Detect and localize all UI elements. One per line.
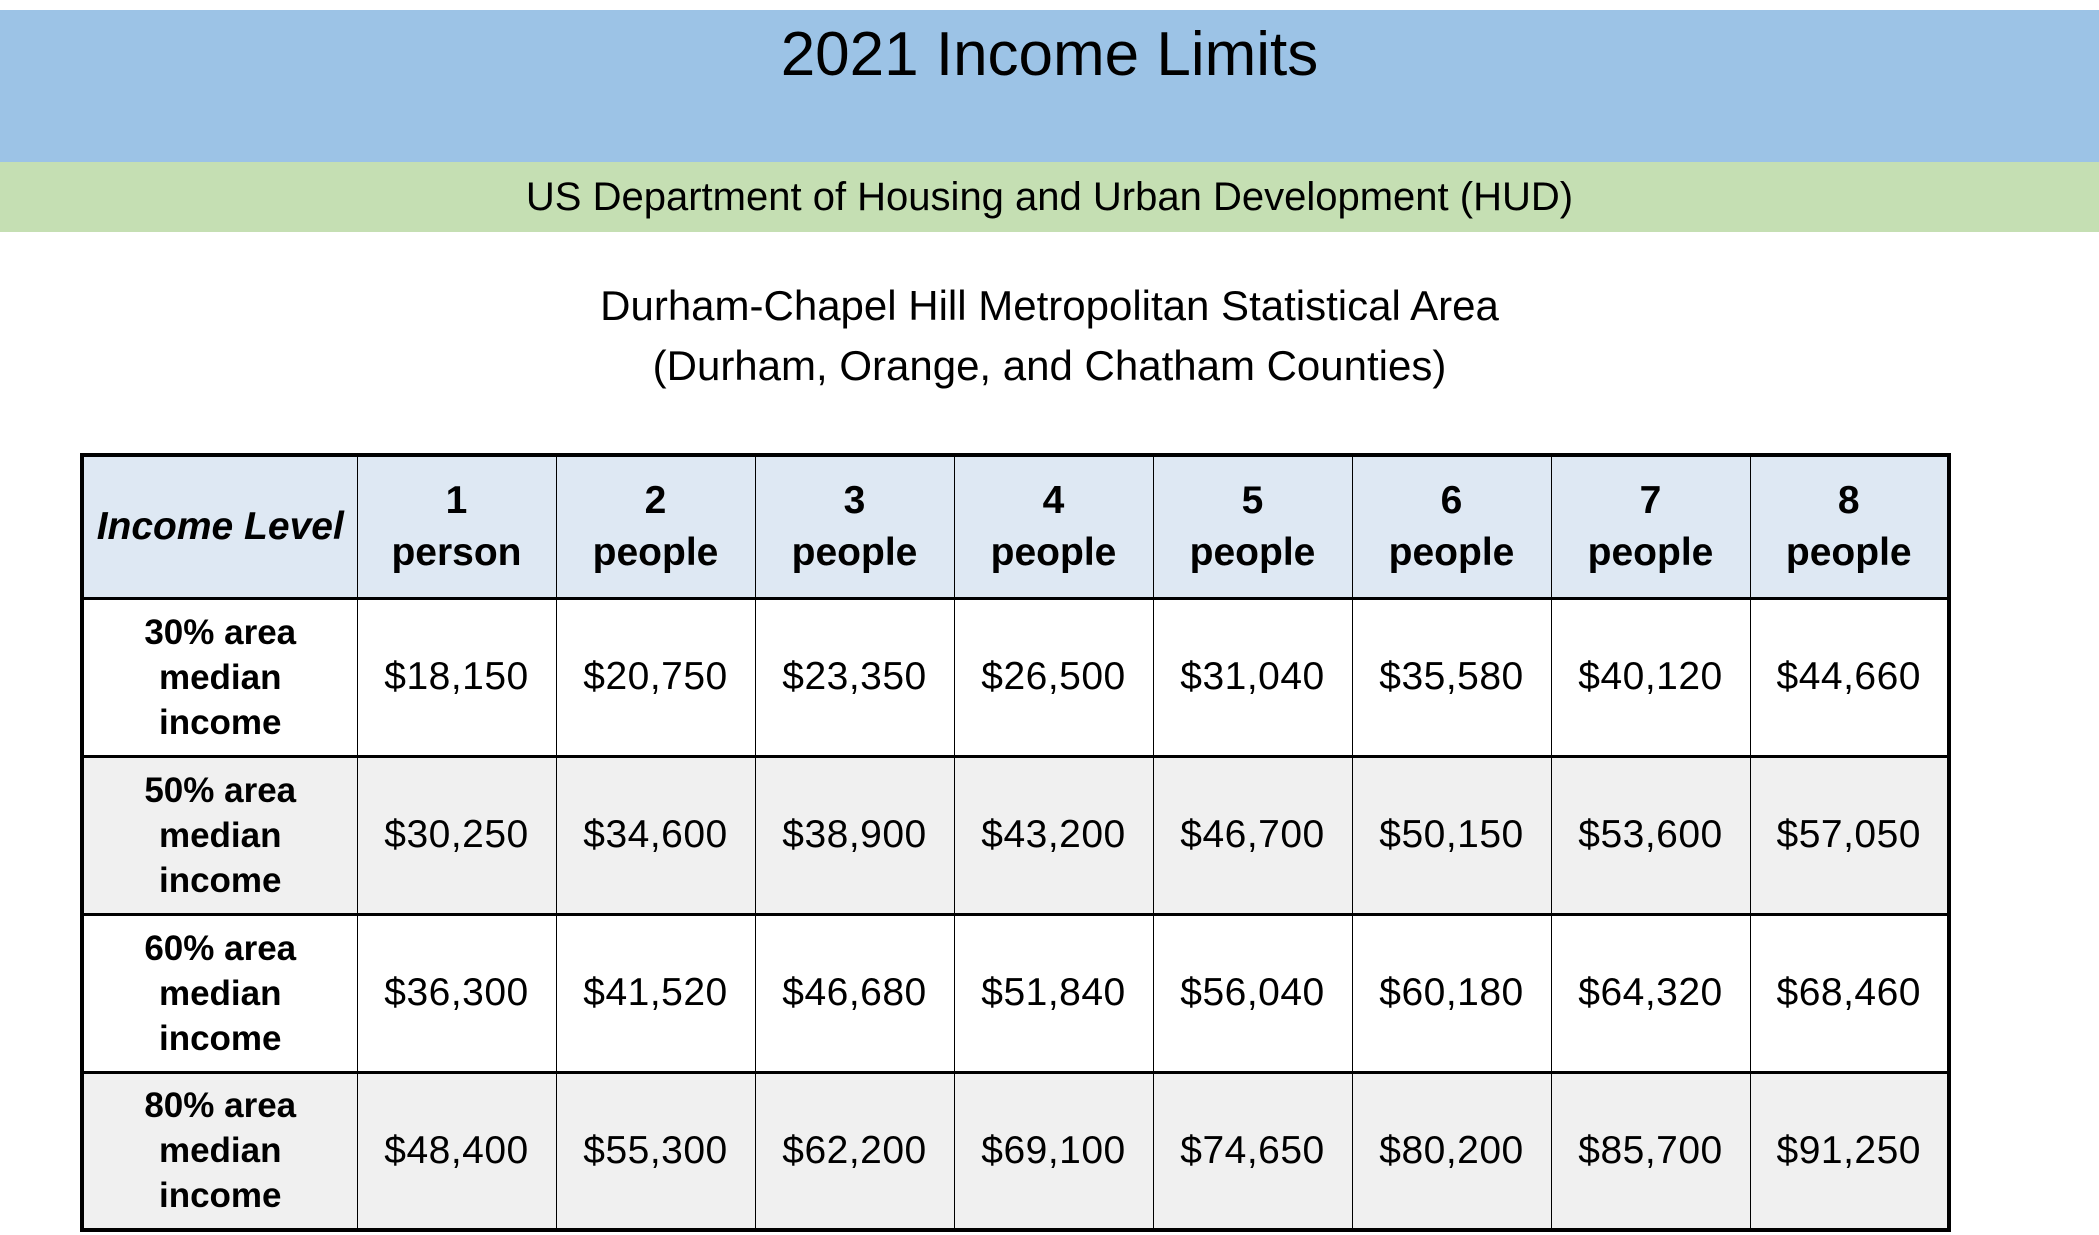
- column-header-2-people: 2 people: [555, 455, 756, 600]
- income-value-cell: $34,600: [555, 754, 756, 914]
- page-title: 2021 Income Limits: [780, 20, 1319, 89]
- table-row: 50% area median income $30,250 $34,600 $38,…: [81, 754, 1950, 914]
- column-header-8-people: 8 people: [1749, 455, 1950, 600]
- area-title-line2: (Durham, Orange, and Chatham Counties): [652, 342, 1447, 389]
- household-size: 6: [1440, 478, 1463, 522]
- household-unit: people: [1189, 530, 1316, 574]
- org-banner-text: US Department of Housing and Urban Devel…: [525, 174, 1574, 219]
- row-label: 50% area median income: [81, 754, 358, 914]
- income-value-cell: $48,400: [356, 1070, 557, 1230]
- income-value-cell: $50,150: [1351, 754, 1552, 914]
- table-header-row: Income Level 1 person 2 people 3 people 4 people…: [81, 455, 1950, 600]
- income-value-cell: $80,200: [1351, 1070, 1552, 1230]
- column-header-5-people: 5 people: [1152, 455, 1353, 600]
- column-header-4-people: 4 people: [953, 455, 1154, 600]
- income-value-cell: $57,050: [1749, 754, 1950, 914]
- column-header-3-people: 3 people: [754, 455, 955, 600]
- income-value-cell: $46,700: [1152, 754, 1353, 914]
- income-value-cell: $68,460: [1749, 912, 1950, 1072]
- income-value-cell: $55,300: [555, 1070, 756, 1230]
- income-value-cell: $23,350: [754, 598, 955, 756]
- income-value-cell: $85,700: [1550, 1070, 1751, 1230]
- income-value-cell: $20,750: [555, 598, 756, 756]
- income-value-cell: $44,660: [1749, 598, 1950, 756]
- income-value-cell: $38,900: [754, 754, 955, 914]
- household-size: 4: [1042, 478, 1065, 522]
- household-size: 3: [843, 478, 866, 522]
- household-size: 1: [445, 478, 468, 522]
- income-value-cell: $53,600: [1550, 754, 1751, 914]
- column-header-6-people: 6 people: [1351, 455, 1552, 600]
- household-unit: people: [1388, 530, 1515, 574]
- income-level-header: Income Level: [81, 455, 358, 600]
- row-label: 60% area median income: [81, 912, 358, 1072]
- income-value-cell: $43,200: [953, 754, 1154, 914]
- table-row: 60% area median income $36,300 $41,520 $46,…: [81, 912, 1950, 1072]
- income-value-cell: $30,250: [356, 754, 557, 914]
- income-value-cell: $35,580: [1351, 598, 1552, 756]
- title-banner: 2021 Income Limits: [0, 10, 2099, 162]
- income-value-cell: $69,100: [953, 1070, 1154, 1230]
- household-unit: person: [391, 530, 522, 574]
- area-title: Durham-Chapel Hill Metropolitan Statisti…: [0, 276, 2099, 396]
- household-unit: people: [592, 530, 719, 574]
- org-banner: US Department of Housing and Urban Devel…: [0, 162, 2099, 232]
- income-value-cell: $46,680: [754, 912, 955, 1072]
- household-unit: people: [791, 530, 918, 574]
- income-value-cell: $56,040: [1152, 912, 1353, 1072]
- income-value-cell: $62,200: [754, 1070, 955, 1230]
- household-unit: people: [1785, 530, 1912, 574]
- income-value-cell: $18,150: [356, 598, 557, 756]
- household-size: 5: [1241, 478, 1264, 522]
- household-unit: people: [990, 530, 1117, 574]
- income-value-cell: $36,300: [356, 912, 557, 1072]
- household-size: 2: [644, 478, 667, 522]
- income-table-container: Income Level 1 person 2 people 3 people 4 people…: [80, 453, 2099, 1232]
- income-value-cell: $64,320: [1550, 912, 1751, 1072]
- income-value-cell: $51,840: [953, 912, 1154, 1072]
- income-value-cell: $26,500: [953, 598, 1154, 756]
- top-margin: [0, 0, 2099, 10]
- household-unit: people: [1587, 530, 1714, 574]
- household-size: 7: [1639, 478, 1662, 522]
- column-header-1-person: 1 person: [356, 455, 557, 600]
- area-title-line1: Durham-Chapel Hill Metropolitan Statisti…: [600, 282, 1499, 329]
- table-body: 30% area median income $18,150 $20,750 $23,…: [81, 598, 1950, 1230]
- income-limits-table: Income Level 1 person 2 people 3 people 4 people…: [80, 453, 1951, 1232]
- income-value-cell: $41,520: [555, 912, 756, 1072]
- table-row: 30% area median income $18,150 $20,750 $23,…: [81, 598, 1950, 756]
- household-size: 8: [1837, 478, 1860, 522]
- row-label: 80% area median income: [81, 1070, 358, 1230]
- header-row: Income Level 1 person 2 people 3 people 4 people…: [81, 455, 1950, 600]
- row-label: 30% area median income: [81, 598, 358, 756]
- column-header-7-people: 7 people: [1550, 455, 1751, 600]
- income-value-cell: $60,180: [1351, 912, 1552, 1072]
- income-value-cell: $91,250: [1749, 1070, 1950, 1230]
- income-value-cell: $31,040: [1152, 598, 1353, 756]
- table-row: 80% area median income $48,400 $55,300 $62,…: [81, 1070, 1950, 1230]
- income-value-cell: $40,120: [1550, 598, 1751, 756]
- income-value-cell: $74,650: [1152, 1070, 1353, 1230]
